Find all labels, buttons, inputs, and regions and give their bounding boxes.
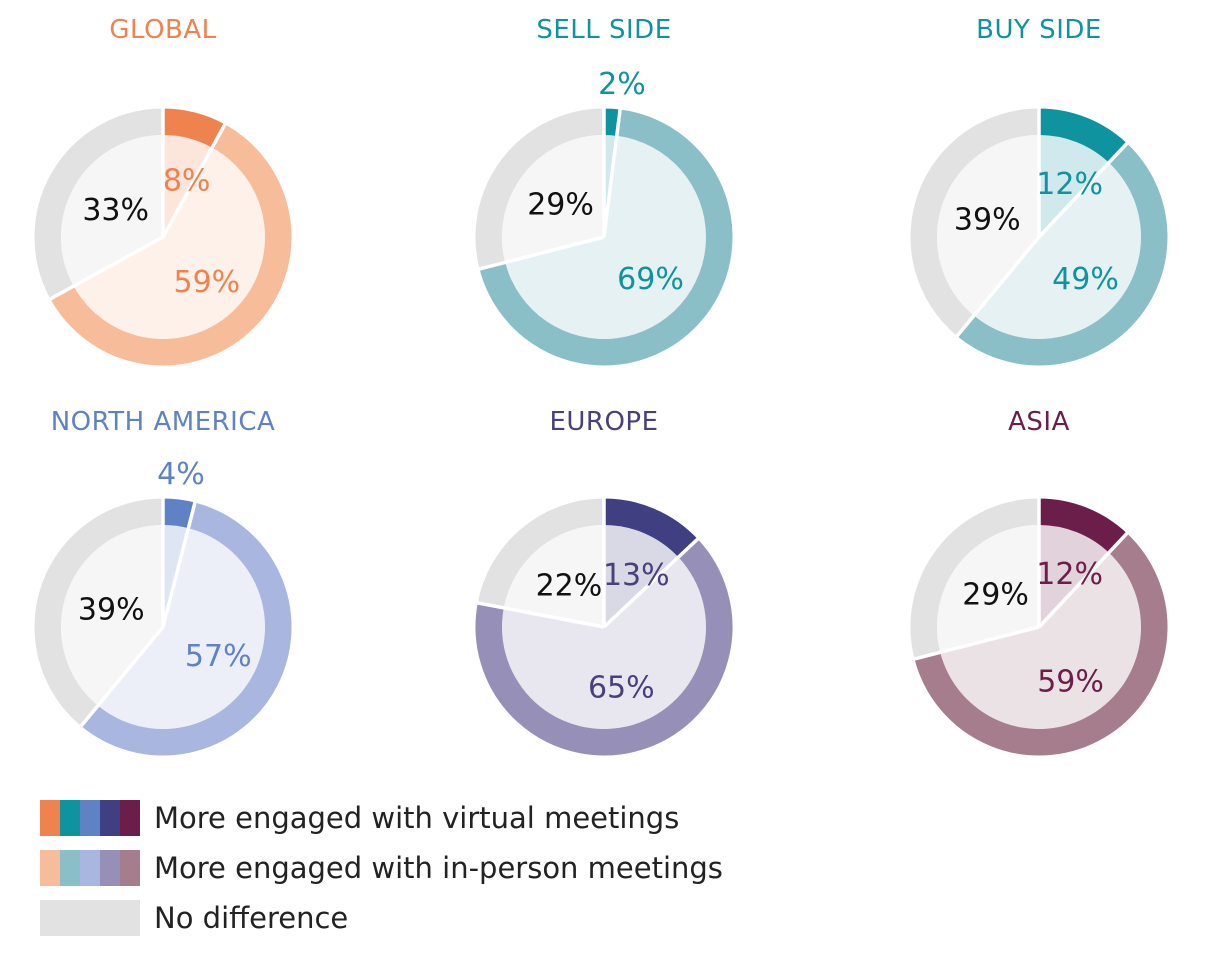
legend-swatch-segment xyxy=(40,800,60,836)
legend-swatch-segment xyxy=(40,850,60,886)
pie-europe: EUROPE 13% 65% 22% xyxy=(472,407,736,759)
legend-swatch-virtual xyxy=(40,800,140,836)
slice-divider xyxy=(46,235,164,303)
slice-divider xyxy=(161,498,198,628)
chart-title: NORTH AMERICA xyxy=(51,407,276,437)
slice-inner-base-virtual xyxy=(1039,525,1109,627)
pie-north-america: NORTH AMERICA 4% 57% 39% xyxy=(31,407,295,759)
pie-global: GLOBAL 8% 59% 33% xyxy=(31,15,295,369)
slice-label-virtual: 13% xyxy=(603,558,670,593)
chart-title: BUY SIDE xyxy=(976,15,1102,45)
slice-fill-in-person xyxy=(505,135,706,339)
slice-inner-base-in-person xyxy=(73,147,265,339)
legend-label-in-person: More engaged with in-person meetings xyxy=(154,851,723,885)
slice-fill-virtual xyxy=(1039,135,1109,237)
slice-label-virtual: 12% xyxy=(1036,557,1103,592)
legend-label-no-difference: No difference xyxy=(154,901,349,935)
slice-label-virtual: 8% xyxy=(163,164,211,199)
pie-asia: ASIA 12% 59% 29% xyxy=(907,407,1171,759)
legend-swatch-in-person xyxy=(40,850,140,886)
legend-swatch-segment xyxy=(100,850,120,886)
pie-charts: GLOBAL 8% 59% 33% SELL SIDE 2% 69% 29% BUY SIDE 1… xyxy=(31,15,1171,759)
slice-label-no-difference: 33% xyxy=(82,193,149,228)
slice-fill-in-person xyxy=(502,557,706,729)
slice-inner-base-in-person xyxy=(505,135,706,339)
slice-label-in-person: 59% xyxy=(173,265,240,300)
legend-item-in-person: More engaged with in-person meetings xyxy=(40,848,740,888)
slice-divider xyxy=(474,600,605,629)
slice-fill-virtual xyxy=(604,525,679,627)
slice-fill-no-difference xyxy=(60,525,163,706)
slice-inner-base-in-person xyxy=(973,162,1142,340)
slice-label-no-difference: 29% xyxy=(527,187,594,222)
slice-label-virtual: 4% xyxy=(157,457,205,492)
slice-fill-in-person xyxy=(73,147,265,339)
slice-divider xyxy=(1037,139,1131,239)
slice-inner-base-virtual xyxy=(1039,135,1109,237)
slice-label-no-difference: 39% xyxy=(954,202,1021,237)
slice-divider xyxy=(161,120,229,238)
legend-item-no-difference: No difference xyxy=(40,898,740,938)
pie-sell-side: SELL SIDE 2% 69% 29% xyxy=(472,15,736,369)
slice-label-no-difference: 22% xyxy=(536,569,603,604)
slice-divider xyxy=(1037,529,1131,629)
slice-divider xyxy=(910,625,1040,662)
slice-fill-no-difference xyxy=(60,135,163,287)
slice-label-virtual: 12% xyxy=(1036,167,1103,202)
slice-fill-no-difference xyxy=(937,135,1039,316)
legend-item-virtual: More engaged with virtual meetings xyxy=(40,798,740,838)
legend-swatch-segment xyxy=(60,800,80,836)
chart-title: SELL SIDE xyxy=(536,15,671,45)
legend-swatch-segment xyxy=(80,850,100,886)
slice-label-in-person: 57% xyxy=(185,639,252,674)
legend-swatch-segment xyxy=(120,850,140,886)
legend-swatch-segment xyxy=(40,900,140,936)
slice-label-virtual: 2% xyxy=(598,67,646,102)
slice-label-in-person: 65% xyxy=(588,671,655,706)
legend-swatch-segment xyxy=(100,800,120,836)
slice-inner-base-in-person xyxy=(940,552,1141,729)
slice-fill-virtual xyxy=(1039,525,1109,627)
slice-label-in-person: 59% xyxy=(1037,664,1104,699)
slice-fill-in-person xyxy=(973,162,1142,340)
slice-divider xyxy=(602,535,702,629)
slice-label-no-difference: 39% xyxy=(78,592,145,627)
slice-fill-in-person xyxy=(940,552,1141,729)
slice-fill-no-difference xyxy=(502,135,604,263)
slice-inner-base-in-person xyxy=(97,528,265,729)
legend-swatch-no-difference xyxy=(40,900,140,936)
slice-fill-no-difference xyxy=(503,525,604,627)
slice-label-in-person: 69% xyxy=(617,262,684,297)
slice-fill-in-person xyxy=(97,528,265,729)
slice-divider xyxy=(953,235,1041,340)
legend-swatch-segment xyxy=(60,850,80,886)
slice-label-no-difference: 29% xyxy=(962,577,1029,612)
slice-inner-base-virtual xyxy=(604,525,679,627)
chart-title: GLOBAL xyxy=(109,15,216,45)
slice-divider xyxy=(77,625,165,730)
slice-divider xyxy=(602,105,623,238)
legend-swatch-segment xyxy=(120,800,140,836)
chart-title: EUROPE xyxy=(549,407,658,437)
legend-label-virtual: More engaged with virtual meetings xyxy=(154,801,680,835)
pie-buy-side: BUY SIDE 12% 49% 39% xyxy=(907,15,1171,369)
slice-inner-base-in-person xyxy=(502,557,706,729)
slice-fill-no-difference xyxy=(937,525,1039,653)
chart-title: ASIA xyxy=(1008,407,1070,437)
slice-divider xyxy=(475,235,605,272)
legend-swatch-segment xyxy=(80,800,100,836)
slice-label-in-person: 49% xyxy=(1052,262,1119,297)
